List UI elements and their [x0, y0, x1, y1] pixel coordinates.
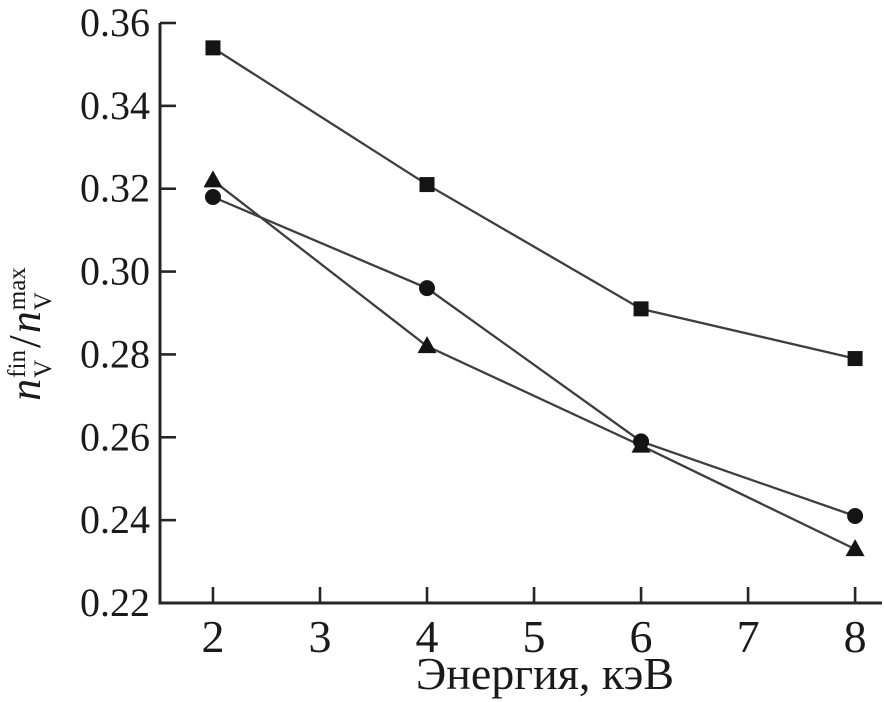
- y-tick-label: 0.34: [80, 83, 150, 128]
- series-circles-line: [212, 195, 856, 518]
- x-tick-label: 2: [201, 611, 224, 662]
- marker-square: [633, 301, 649, 317]
- series-squares-line: [212, 46, 856, 360]
- marker-circle: [633, 433, 650, 450]
- x-tick-label: 8: [844, 611, 867, 662]
- ylabel-slash: /: [0, 335, 50, 349]
- y-tick-label: 0.22: [80, 580, 150, 625]
- y-tick-label: 0.36: [80, 0, 150, 45]
- y-tick-label: 0.28: [80, 331, 150, 376]
- y-tick-label: 0.24: [80, 497, 150, 542]
- x-tick-label: 5: [523, 611, 546, 662]
- ylabel-supsub-2: max V: [4, 267, 58, 311]
- y-tick-label: 0.32: [80, 166, 150, 211]
- marker-square: [847, 351, 863, 367]
- marker-triangle: [417, 336, 437, 354]
- ylabel-var-2: n: [1, 311, 50, 334]
- marker-triangle: [845, 539, 865, 557]
- marker-square: [205, 40, 221, 56]
- x-tick-label: 4: [416, 611, 439, 662]
- x-tick-label: 6: [630, 611, 653, 662]
- series-triangles-line: [212, 179, 856, 551]
- marker-circle: [419, 280, 436, 297]
- ylabel-subscript-v2: V: [30, 292, 58, 311]
- marker-circle: [847, 508, 864, 524]
- y-axis-label: n fin V/n max V: [0, 234, 58, 434]
- x-tick-label: 3: [308, 611, 331, 662]
- marker-square: [419, 177, 435, 193]
- ylabel-supsub-1: fin V: [4, 350, 58, 378]
- y-tick-label: 0.30: [80, 249, 150, 294]
- ylabel-superscript-max: max: [4, 267, 32, 311]
- ylabel-var-1: n: [1, 378, 50, 401]
- marker-circle: [204, 189, 221, 205]
- marker-triangle: [203, 170, 223, 188]
- ylabel-superscript-fin: fin: [4, 350, 32, 378]
- axis-spines: [158, 23, 882, 605]
- x-axis-label: Энергия, кэВ: [415, 648, 675, 699]
- ylabel-subscript-v1: V: [30, 359, 58, 378]
- x-tick-label: 7: [737, 611, 760, 662]
- y-tick-label: 0.26: [80, 414, 150, 459]
